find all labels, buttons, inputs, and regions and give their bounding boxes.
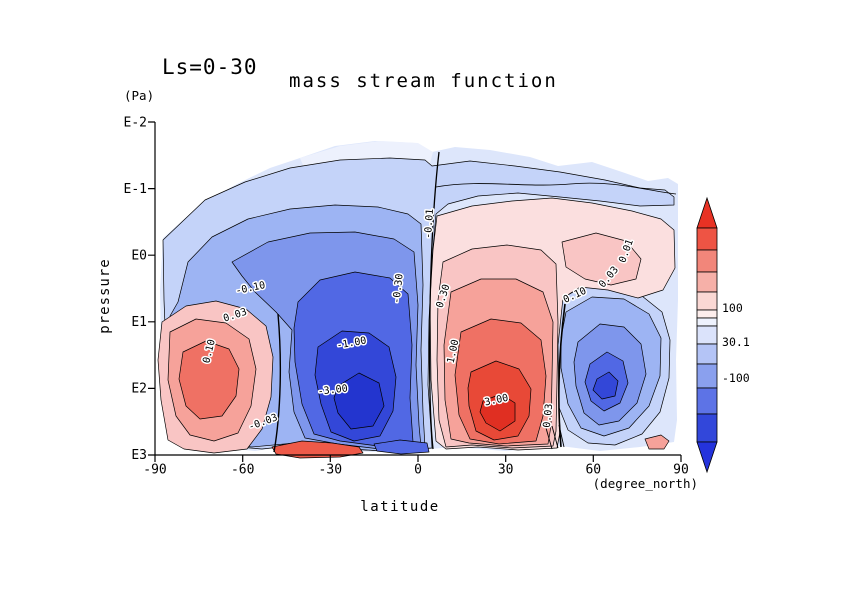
colorbar-segment <box>696 387 718 415</box>
x-axis-title: latitude <box>360 499 439 515</box>
colorbar-arrow-down <box>696 441 718 474</box>
x-tick-label: -30 <box>319 463 342 478</box>
y-tick-label: E3 <box>131 448 147 463</box>
colorbar-labels: 100 3 0.1 -100 <box>722 301 750 385</box>
colorbar-segment <box>696 325 718 345</box>
colorbar-segment <box>696 249 718 273</box>
x-axis: -90 -60 -30 0 30 60 90 (degree_north) la… <box>143 455 698 515</box>
plot-subtitle-text: Ls=0-30 <box>162 55 258 79</box>
colorbar <box>696 196 718 474</box>
plot-title: Ls=0-30 mass stream function <box>162 55 558 92</box>
y-axis-ticks <box>148 121 155 456</box>
contour-labels: 0.01 0.03 0.10 -0.10 0.03 0.10 -0.01 -0.… <box>200 207 638 435</box>
contour-line-zero-center <box>428 151 440 450</box>
colorbar-segment <box>696 309 718 319</box>
contour-line-top-right <box>435 182 677 195</box>
contour-fill-pos-L3-left-core <box>178 340 240 420</box>
colorbar-segment <box>696 317 718 327</box>
colorbar-arrow-up <box>696 196 718 229</box>
x-tick-label: 60 <box>585 463 601 478</box>
contour-line-bunch-bottom-right <box>545 424 565 450</box>
colorbar-segment <box>696 363 718 389</box>
colorbar-segment <box>696 227 718 251</box>
contour-label: -3.00 <box>317 383 348 397</box>
contour-field <box>157 141 678 459</box>
contour-fill-neg-L5-right-core <box>592 371 619 400</box>
colorbar-segment <box>696 291 718 311</box>
contour-label: 0.03 <box>542 403 555 428</box>
x-axis-unit: (degree_north) <box>593 476 698 491</box>
y-tick-label: E2 <box>131 382 147 397</box>
contour-line-bunch-left <box>273 313 282 453</box>
colorbar-segment <box>696 271 718 293</box>
x-tick-label: 90 <box>673 463 689 478</box>
contour-line-bunch-right <box>558 303 566 448</box>
colorbar-label: 3 <box>722 335 729 349</box>
y-tick-label: E-1 <box>124 182 147 197</box>
contour-fill-neg-bottom-patch <box>373 439 430 455</box>
y-tick-label: E0 <box>131 249 147 264</box>
plot-title-text: mass stream function <box>289 70 558 92</box>
colorbar-segment <box>696 343 718 365</box>
colorbar-label: -100 <box>722 371 750 385</box>
x-axis-ticks <box>154 455 682 462</box>
y-tick-label: E1 <box>131 315 147 330</box>
contour-label: -0.30 <box>391 273 405 304</box>
contour-fill-neg-L6-core <box>333 372 385 430</box>
x-tick-label: 0 <box>414 463 422 478</box>
y-axis-unit: (Pa) <box>124 88 154 103</box>
y-axis-title: pressure <box>97 258 113 333</box>
x-tick-label: -90 <box>143 463 166 478</box>
contour-label: -0.01 <box>423 208 436 239</box>
x-tick-label: -60 <box>231 463 254 478</box>
colorbar-label: 0.1 <box>729 335 750 349</box>
colorbar-segment <box>696 413 718 443</box>
colorbar-label: 100 <box>722 301 743 315</box>
contour-fill-pos-L1-upper-lobe <box>561 232 642 286</box>
x-tick-label: 30 <box>498 463 514 478</box>
contour-fill-bottom-right-bit <box>644 434 670 450</box>
y-tick-label: E-2 <box>124 116 147 131</box>
contour-fill-pos-L5-core <box>479 393 516 432</box>
